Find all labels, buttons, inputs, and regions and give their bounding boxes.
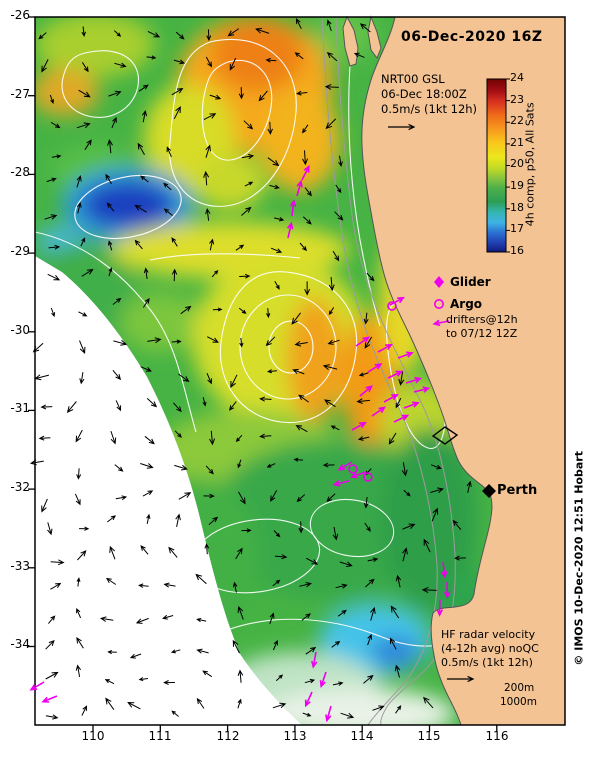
legend-argo-label: Argo <box>450 297 483 311</box>
colorbar-tick: 19 <box>510 179 524 192</box>
y-tick-label: -32 <box>10 480 30 494</box>
legend-drifters-line2: to 07/12 12Z <box>446 327 518 340</box>
y-tick-label: -26 <box>10 8 30 22</box>
current-vectors <box>29 18 475 720</box>
argo-legend-icon <box>433 298 444 309</box>
colorbar-tick: 16 <box>510 244 524 257</box>
colorbar-tick: 17 <box>510 222 524 235</box>
valid-time: 06-Dec 18:00Z <box>381 87 467 101</box>
credit-text: © IMOS 10-Dec-2020 12:51 Hobart <box>572 451 586 666</box>
hf-radar-line2: (4-12h avg) noQC <box>441 642 539 655</box>
island-peron <box>367 15 382 60</box>
y-tick-label: -34 <box>10 637 30 651</box>
glider-track-diamond <box>431 426 459 445</box>
hf-radar-line1: HF radar velocity <box>441 628 536 641</box>
x-tick-label: 116 <box>485 729 509 743</box>
colorbar-axis-label: 4h comp, p50, All Sats <box>523 102 537 227</box>
argo-float-marker <box>387 301 397 311</box>
vector-scale-label: 0.5m/s (1kt 12h) <box>381 102 478 116</box>
y-tick-label: -31 <box>10 401 30 415</box>
x-tick-label: 114 <box>350 729 374 743</box>
drifter-arrows <box>29 164 451 723</box>
y-tick-label: -33 <box>10 559 30 573</box>
glider-legend-icon <box>434 276 444 288</box>
colorbar-tick: 20 <box>510 157 524 170</box>
x-tick-label: 115 <box>417 729 441 743</box>
colorbar-tick: 22 <box>510 114 524 127</box>
colorbar-tick: 18 <box>510 201 524 214</box>
perth-marker <box>482 484 496 498</box>
legend-drifters-line1: drifters@12h <box>446 313 518 326</box>
bathy-200m-line <box>335 17 456 725</box>
coastline <box>342 15 566 726</box>
y-tick-label: -28 <box>10 165 30 179</box>
y-tick-label: -29 <box>10 244 30 258</box>
island-dirk-hartog <box>342 15 359 67</box>
x-tick-label: 111 <box>148 729 172 743</box>
city-label-perth: Perth <box>497 483 538 498</box>
x-tick-label: 112 <box>216 729 240 743</box>
argo-float-marker <box>348 464 358 474</box>
colorbar <box>486 78 510 253</box>
depth-label-1000m: 1000m <box>500 696 537 708</box>
y-tick-label: -30 <box>10 323 30 337</box>
argo-float-marker <box>363 472 373 482</box>
colorbar-tick: 24 <box>510 71 524 84</box>
depth-label-200m: 200m <box>504 682 535 694</box>
plot-border <box>34 16 566 726</box>
bathy-1000m-line <box>321 17 438 725</box>
bathymetry-contours <box>321 17 456 725</box>
land-polygon <box>361 16 566 726</box>
legend-glider-label: Glider <box>450 275 491 289</box>
x-tick-label: 113 <box>283 729 307 743</box>
x-tick-label: 110 <box>81 729 105 743</box>
timestamp-title: 06-Dec-2020 16Z <box>401 29 543 45</box>
colorbar-tick: 23 <box>510 93 524 106</box>
hf-radar-line3: 0.5m/s (1kt 12h) <box>441 656 533 669</box>
colorbar-tick: 21 <box>510 136 524 149</box>
axis-ticks <box>28 16 498 732</box>
y-tick-label: -27 <box>10 87 30 101</box>
product-name: NRT00 GSL <box>381 72 445 86</box>
